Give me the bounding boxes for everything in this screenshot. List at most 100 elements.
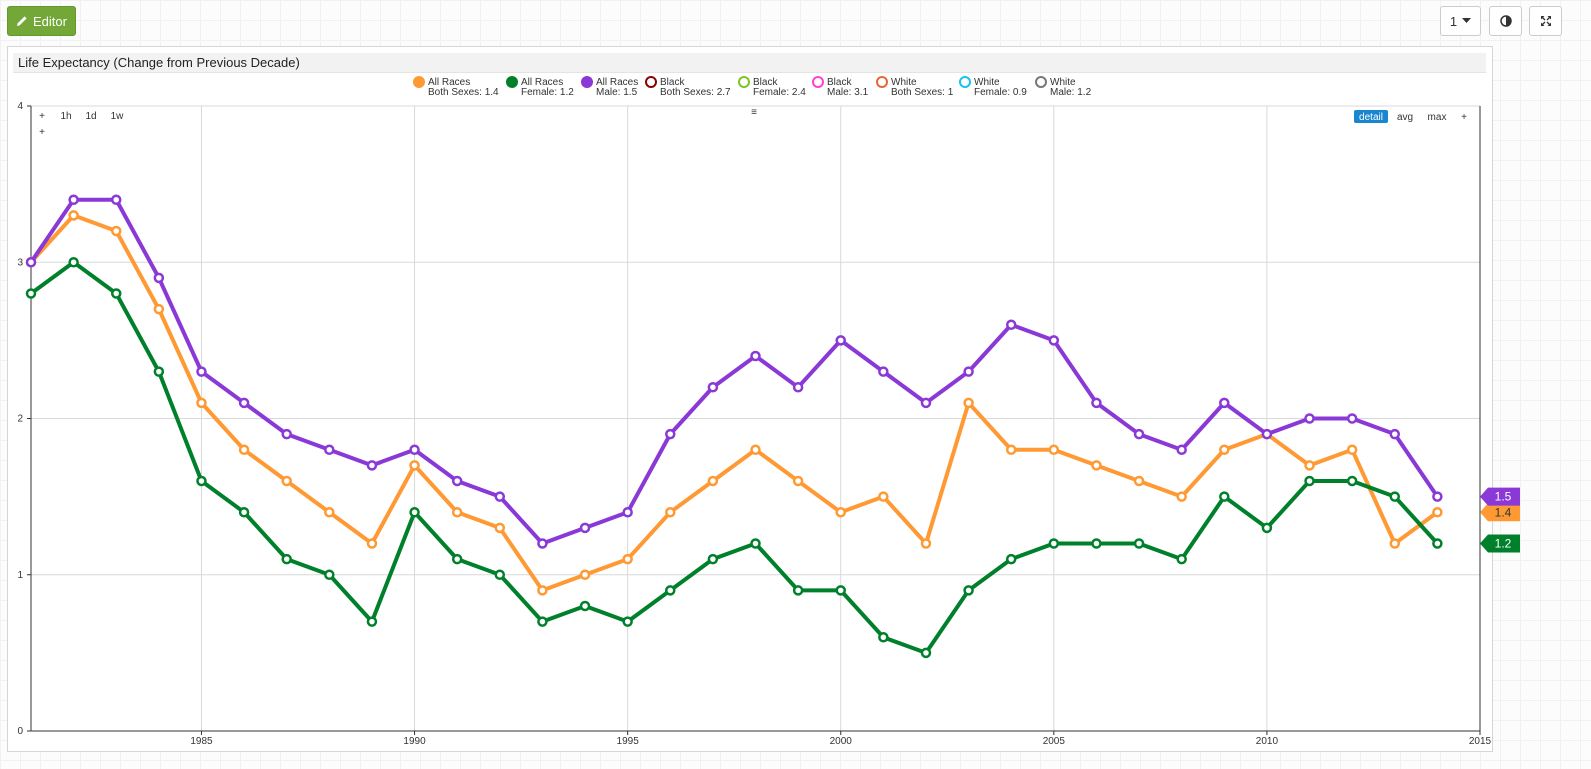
- zoom-control[interactable]: 1w: [111, 111, 125, 122]
- data-point: [409, 460, 420, 471]
- legend-label-line1: Black: [753, 77, 778, 88]
- y-tick-label: 3: [17, 257, 23, 268]
- mode-control-label: detail: [1359, 112, 1383, 123]
- data-point: [920, 647, 932, 659]
- mode-control-label: max: [1428, 112, 1447, 123]
- zoom-control[interactable]: 1h: [60, 111, 71, 122]
- data-point: [494, 569, 506, 580]
- data-point: [1432, 491, 1443, 502]
- data-point: [878, 632, 889, 643]
- legend-marker: [506, 76, 518, 88]
- data-point: [68, 210, 79, 221]
- zoom-control[interactable]: +: [39, 127, 45, 138]
- x-tick-label: 1990: [403, 736, 426, 747]
- data-point: [196, 366, 207, 377]
- data-point: [878, 366, 889, 377]
- data-point: [707, 553, 719, 565]
- data-point: [324, 507, 335, 518]
- legend-label-line1: Black: [660, 77, 685, 88]
- data-point: [1176, 444, 1187, 455]
- legend-label-line1: White: [974, 77, 1000, 88]
- data-point: [1304, 413, 1315, 424]
- end-value-badge: 1.2: [1480, 534, 1520, 553]
- data-point: [110, 288, 122, 299]
- data-point: [1005, 444, 1017, 455]
- data-point: [494, 491, 506, 502]
- page-select[interactable]: 1: [1440, 6, 1481, 36]
- data-point: [1389, 491, 1401, 502]
- data-point: [537, 538, 548, 549]
- mode-control[interactable]: max: [1428, 112, 1447, 123]
- data-point: [1432, 507, 1443, 518]
- data-point: [1176, 491, 1187, 502]
- data-point: [537, 616, 548, 627]
- mode-control-active-bg: [1354, 110, 1388, 123]
- data-point: [366, 538, 378, 549]
- y-tick-label: 1: [17, 570, 23, 581]
- data-point: [1346, 444, 1358, 455]
- mode-control[interactable]: avg: [1397, 112, 1413, 123]
- fullscreen-button[interactable]: [1529, 6, 1562, 36]
- legend-label-line1: White: [1050, 77, 1076, 88]
- badge-shape: [1480, 487, 1520, 506]
- menu-icon[interactable]: ≡: [751, 107, 757, 118]
- y-tick-label: 4: [17, 101, 23, 112]
- legend-marker: [959, 76, 971, 88]
- data-point: [68, 257, 79, 268]
- data-point: [1304, 475, 1315, 487]
- y-tick-label: 2: [17, 414, 23, 425]
- legend-marker: [413, 76, 425, 88]
- mode-control[interactable]: +: [1461, 112, 1467, 123]
- data-point: [110, 194, 122, 205]
- data-point: [238, 507, 250, 518]
- data-point: [1176, 553, 1187, 565]
- legend-label-line2: Female: 1.2: [521, 87, 574, 98]
- caret-down-icon: [1462, 18, 1472, 23]
- mode-control[interactable]: detail: [1354, 110, 1388, 123]
- data-point: [281, 428, 292, 440]
- series-line: [29, 213, 1439, 593]
- zoom-control[interactable]: 1d: [85, 111, 96, 122]
- data-point: [963, 366, 974, 377]
- series-line: [29, 197, 1440, 546]
- x-tick-label: 1995: [617, 736, 640, 747]
- data-point: [579, 600, 591, 612]
- zoom-control[interactable]: +: [39, 111, 45, 122]
- data-point: [1133, 538, 1145, 549]
- data-point: [1133, 475, 1145, 487]
- data-point: [451, 475, 463, 487]
- data-point: [324, 444, 335, 455]
- legend-label-line1: White: [891, 77, 917, 88]
- data-point: [1304, 460, 1315, 471]
- badge-shape: [1480, 534, 1520, 553]
- data-point: [1219, 397, 1230, 409]
- legend-label-line2: Both Sexes: 2.7: [660, 87, 731, 98]
- data-point: [878, 491, 889, 502]
- page-select-value: 1: [1449, 13, 1458, 29]
- legend-marker: [581, 76, 593, 88]
- data-point: [409, 444, 420, 455]
- editor-button[interactable]: Editor: [7, 6, 76, 36]
- data-point: [196, 475, 207, 487]
- panel-title: Life Expectancy (Change from Previous De…: [13, 53, 1486, 73]
- mode-control-label: avg: [1397, 112, 1413, 123]
- legend-label-line1: All Races: [521, 77, 563, 88]
- data-point: [238, 444, 250, 455]
- data-point: [1048, 444, 1060, 455]
- data-point: [153, 272, 165, 284]
- data-point: [1091, 397, 1102, 409]
- data-point: [835, 585, 846, 596]
- contrast-button[interactable]: [1489, 6, 1522, 36]
- x-tick-label: 2015: [1469, 736, 1492, 747]
- data-point: [835, 335, 846, 346]
